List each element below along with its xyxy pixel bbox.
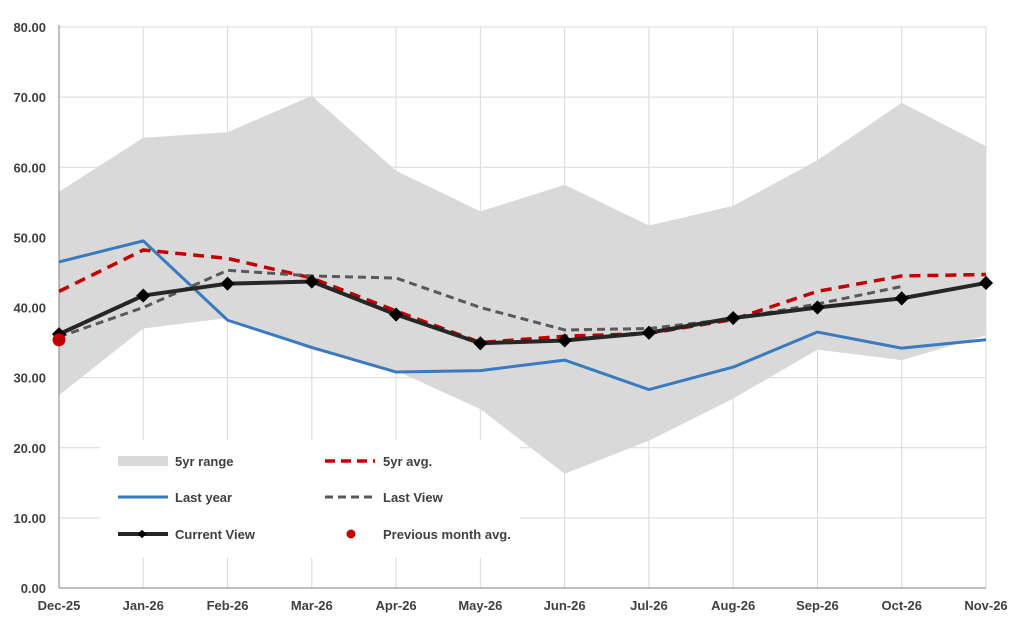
y-tick-labels: 0.00 10.00 20.00 30.00 40.00 50.00 60.00 70.00 8… [13, 20, 46, 596]
x-tick-label-sep-26: Sep-26 [796, 598, 839, 613]
range-band-5yr-range [59, 95, 986, 474]
x-tick-label-apr-26: Apr-26 [375, 598, 416, 613]
x-tick-label-nov-26: Nov-26 [964, 598, 1007, 613]
y-tick-label-5: 50.00 [13, 230, 46, 245]
x-tick-label-jun-26: Jun-26 [544, 598, 586, 613]
x-tick-label-dec-25: Dec-25 [38, 598, 81, 613]
series-line-5yr-avg [58, 248, 987, 345]
legend-label-last-view: Last View [383, 490, 444, 505]
x-tick-label-jul-26: Jul-26 [630, 598, 668, 613]
y-tick-label-8: 80.00 [13, 20, 46, 35]
legend-label-last-year: Last year [175, 490, 232, 505]
x-tick-label-oct-26: Oct-26 [881, 598, 921, 613]
x-tick-label-aug-26: Aug-26 [711, 598, 755, 613]
series-line-current-view [58, 279, 987, 346]
legend: 5yr range 5yr avg. Last year Last View C… [100, 440, 520, 558]
x-tick-label-may-26: May-26 [458, 598, 502, 613]
range-band-layer [59, 95, 986, 474]
y-tick-label-2: 20.00 [13, 441, 46, 456]
y-tick-label-7: 70.00 [13, 90, 46, 105]
y-tick-label-6: 60.00 [13, 160, 46, 175]
y-tick-label-3: 30.00 [13, 371, 46, 386]
y-tick-label-4: 40.00 [13, 301, 46, 316]
legend-swatch-previous-month-avg [346, 529, 356, 539]
marker-current-view-jan-26 [136, 288, 151, 303]
legend-background [100, 440, 520, 558]
series-line-last-view [58, 268, 903, 339]
y-tick-label-1: 10.00 [13, 511, 46, 526]
y-tick-label-0: 0.00 [21, 581, 46, 596]
series-layer [51, 239, 994, 392]
marker-current-view-aug-26 [726, 310, 741, 326]
legend-label-previous-month-avg: Previous month avg. [383, 527, 511, 542]
x-tick-labels: Dec-25 Jan-26 Feb-26 Mar-26 Apr-26 May-26 Jun-… [38, 598, 1008, 613]
axes [58, 25, 986, 589]
marker-current-view-may-26 [473, 336, 488, 351]
x-tick-label-feb-26: Feb-26 [207, 598, 249, 613]
marker-current-view-jun-26 [557, 333, 572, 348]
series-line-last-year [58, 239, 987, 392]
legend-label-5yr-range: 5yr range [175, 454, 234, 469]
marker-current-view-mar-26 [304, 274, 319, 289]
point-previous-month-avg [52, 333, 66, 347]
x-tick-label-mar-26: Mar-26 [291, 598, 333, 613]
marker-current-view-nov-26 [978, 275, 994, 291]
marker-current-view-jul-26 [641, 325, 656, 340]
legend-label-5yr-avg: 5yr avg. [383, 454, 432, 469]
x-tick-label-jan-26: Jan-26 [123, 598, 164, 613]
legend-swatch-5yr-range [118, 456, 168, 466]
legend-label-current-view: Current View [175, 527, 256, 542]
